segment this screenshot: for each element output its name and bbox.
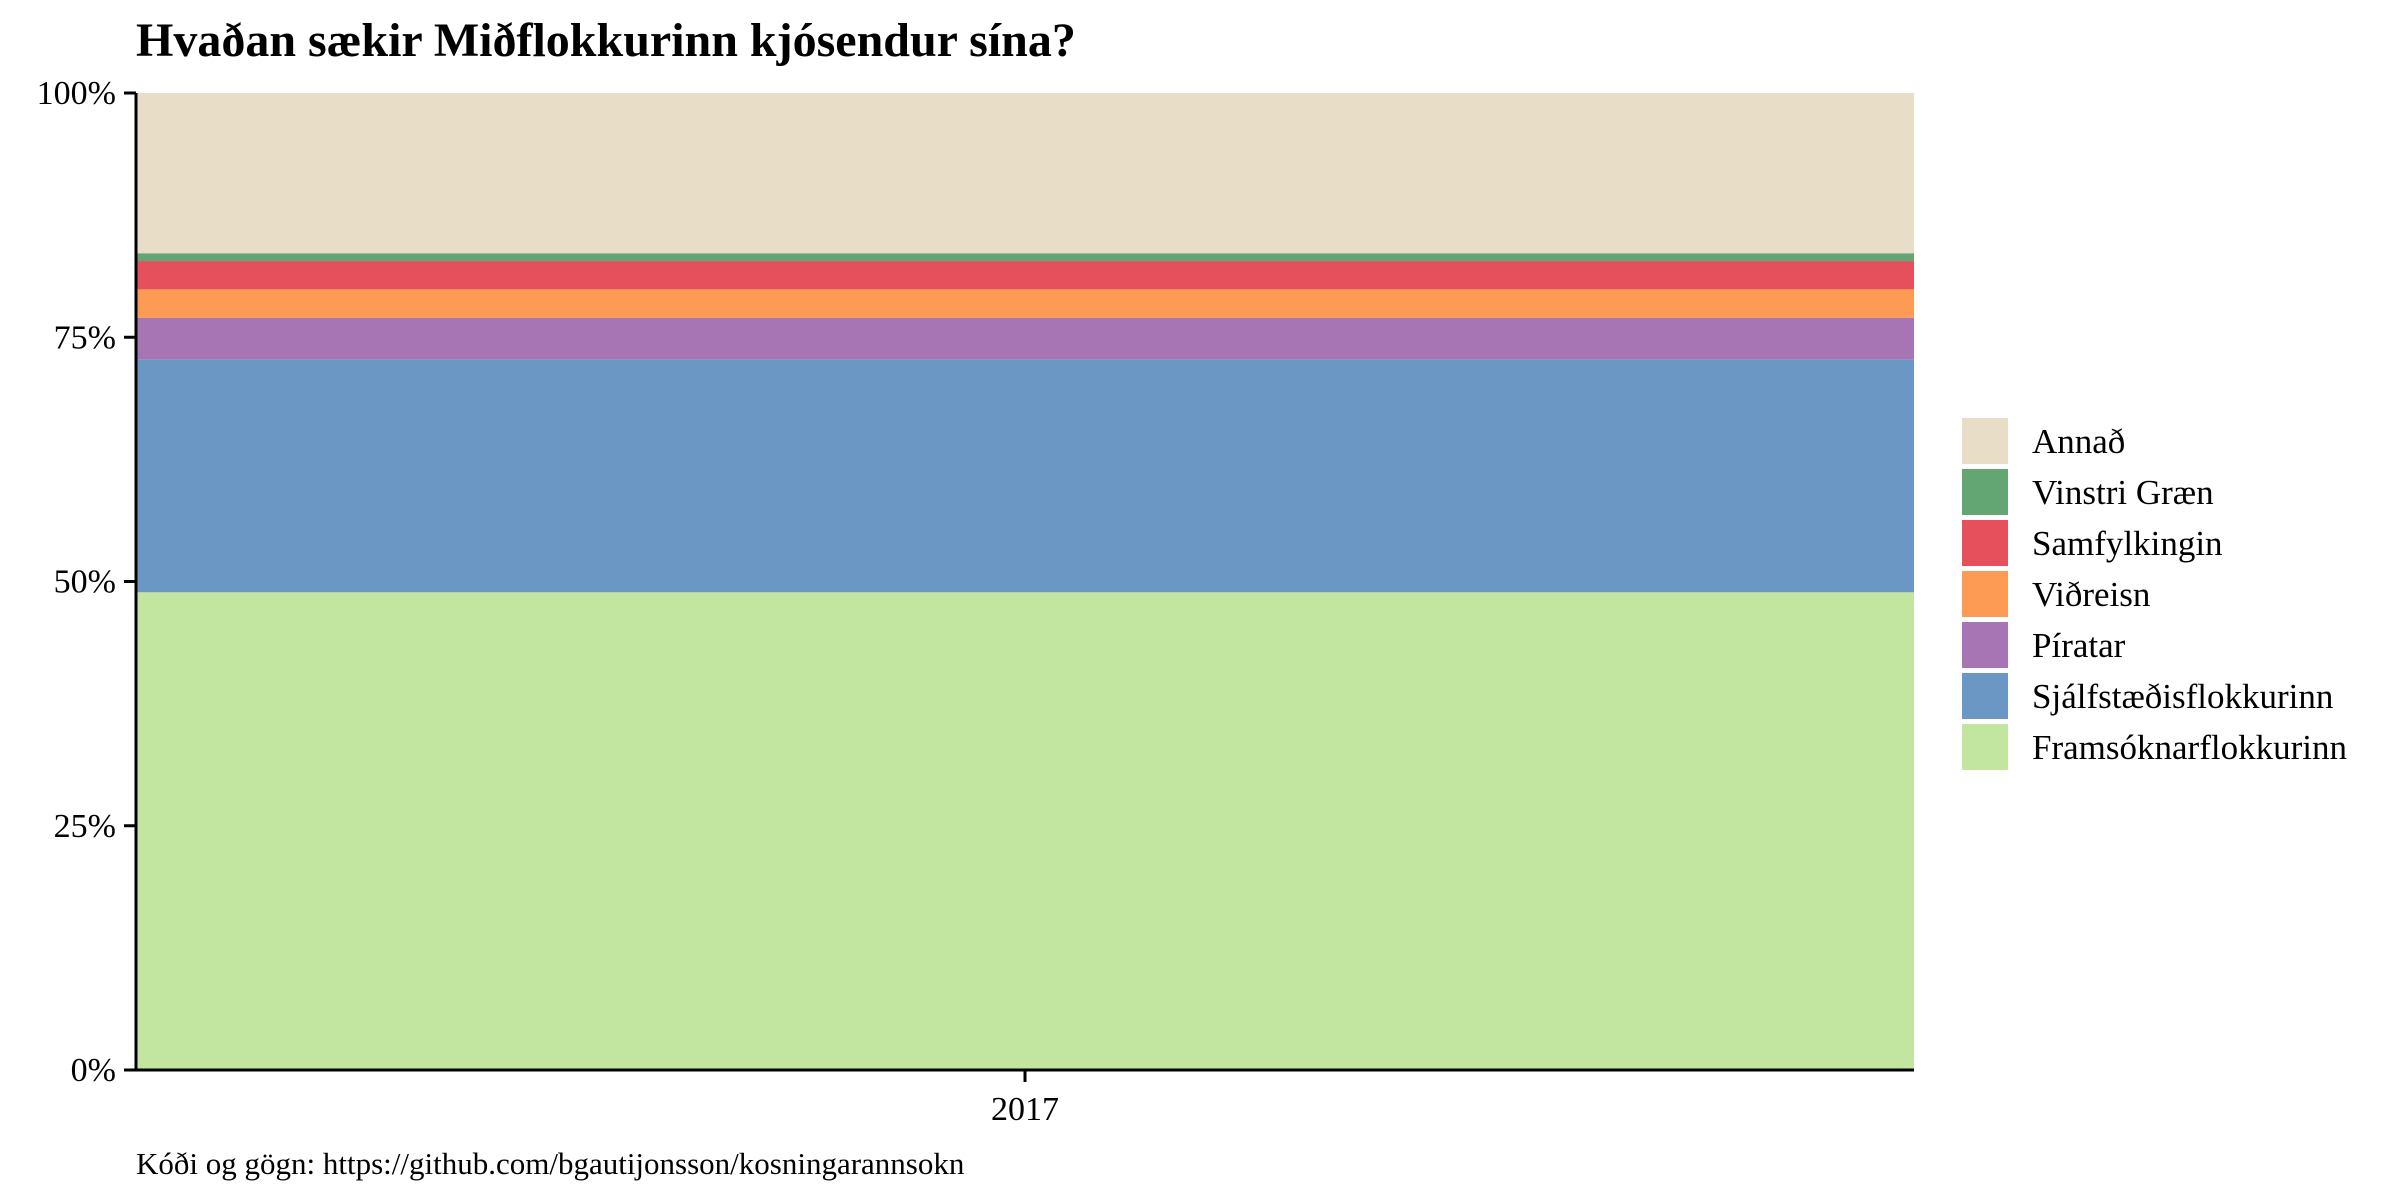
legend-key	[1962, 571, 2008, 617]
y-tick-label: 75%	[54, 319, 116, 356]
legend-label: Viðreisn	[2032, 575, 2150, 614]
legend-key	[1962, 418, 2008, 464]
x-tick-label: 2017	[991, 1091, 1059, 1128]
legend-item-vinstri-graen: Vinstri Græn	[1962, 469, 2214, 515]
legend-item-vidreisn: Viðreisn	[1962, 571, 2150, 617]
legend-item-samfylkingin: Samfylkingin	[1962, 520, 2223, 566]
area-framsoknarflokkurinn	[136, 592, 1914, 1070]
legend-label: Sjálfstæðisflokkurinn	[2032, 677, 2333, 716]
legend-item-framsoknarflokkurinn: Framsóknarflokkurinn	[1962, 724, 2347, 770]
axes: 0% 25% 50% 75% 100% 2017	[37, 75, 1914, 1128]
plot-areas	[136, 93, 1914, 1070]
legend-key	[1962, 469, 2008, 515]
legend-item-annad: Annað	[1962, 418, 2125, 464]
legend-label: Vinstri Græn	[2032, 473, 2214, 512]
legend: Annað Vinstri Græn Samfylkingin Viðreisn Pír…	[1962, 418, 2347, 770]
legend-label: Annað	[2032, 422, 2125, 461]
y-tick-label: 25%	[54, 808, 116, 845]
y-tick-label: 100%	[37, 75, 116, 112]
legend-key	[1962, 622, 2008, 668]
legend-item-sjalfstaedisflokkurinn: Sjálfstæðisflokkurinn	[1962, 673, 2333, 719]
y-tick-label: 0%	[71, 1052, 116, 1089]
area-sjalfstaedisflokkurinn	[136, 359, 1914, 593]
y-tick-label: 50%	[54, 564, 116, 601]
legend-label: Framsóknarflokkurinn	[2032, 728, 2347, 767]
area-vidreisn	[136, 289, 1914, 318]
legend-label: Píratar	[2032, 626, 2126, 665]
area-annad	[136, 93, 1914, 254]
legend-key	[1962, 520, 2008, 566]
chart-caption: Kóði og gögn: https://github.com/bgautij…	[136, 1146, 965, 1181]
area-samfylkingin	[136, 261, 1914, 290]
chart-title: Hvaðan sækir Miðflokkurinn kjósendur sín…	[136, 14, 1076, 67]
legend-key	[1962, 724, 2008, 770]
legend-item-piratar: Píratar	[1962, 622, 2126, 668]
area-piratar	[136, 317, 1914, 360]
area-vinstri-graen	[136, 253, 1914, 262]
legend-key	[1962, 673, 2008, 719]
legend-label: Samfylkingin	[2032, 524, 2223, 563]
